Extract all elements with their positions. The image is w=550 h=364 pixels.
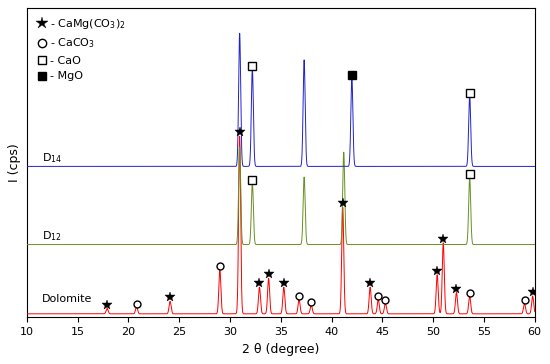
Text: D$_{12}$: D$_{12}$ (42, 229, 62, 243)
X-axis label: 2 θ (degree): 2 θ (degree) (242, 343, 320, 356)
Text: D$_{14}$: D$_{14}$ (42, 151, 62, 165)
Text: Dolomite: Dolomite (42, 294, 92, 304)
Y-axis label: I (cps): I (cps) (8, 143, 21, 182)
Legend: - CaMg(CO$_3$)$_2$, - CaCO$_3$, - CaO, - MgO: - CaMg(CO$_3$)$_2$, - CaCO$_3$, - CaO, -… (37, 17, 125, 82)
